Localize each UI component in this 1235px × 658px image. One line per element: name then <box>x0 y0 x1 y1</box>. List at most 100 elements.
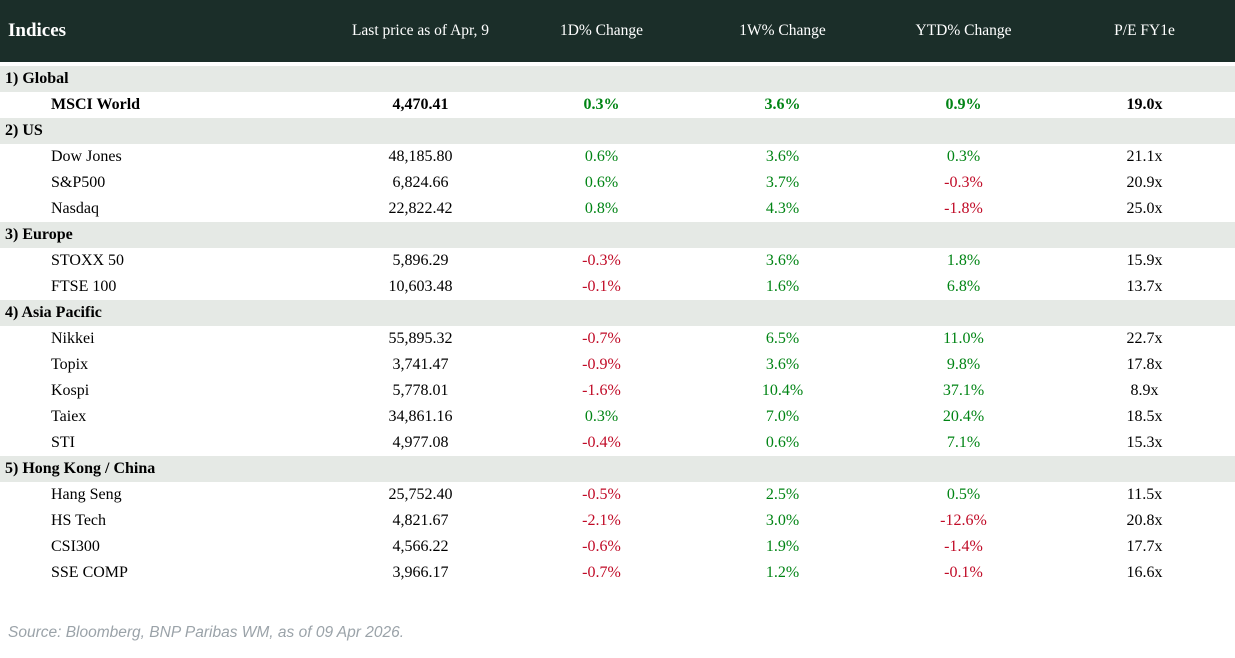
1d-change: 0.6% <box>584 148 619 165</box>
ytd-change: -1.4% <box>944 538 983 555</box>
last-price: 4,821.67 <box>392 512 449 529</box>
index-name: Taiex <box>51 408 87 425</box>
ytd-change: 6.8% <box>946 278 981 295</box>
column-header-pe: P/E FY1e <box>1114 22 1175 39</box>
pe-ratio: 15.3x <box>1126 434 1163 451</box>
pe-ratio: 25.0x <box>1126 200 1163 217</box>
last-price: 4,566.22 <box>392 538 449 555</box>
index-name: Topix <box>51 356 89 373</box>
1d-change: 0.6% <box>584 174 619 191</box>
1d-change: -0.5% <box>582 486 621 503</box>
section-header-hong-kong-china: 5) Hong Kong / China <box>0 456 1235 482</box>
table-header: Indices Last price as of Apr, 9 1D% Chan… <box>0 0 1235 62</box>
pe-ratio: 22.7x <box>1126 330 1163 347</box>
table-row: FTSE 100 10,603.48 -0.1% 1.6% 6.8% 13.7x <box>0 274 1235 300</box>
last-price: 10,603.48 <box>388 278 453 295</box>
1w-change: 1.2% <box>765 564 800 581</box>
table-row: STI 4,977.08 -0.4% 0.6% 7.1% 15.3x <box>0 430 1235 456</box>
pe-ratio: 17.7x <box>1126 538 1163 555</box>
index-name: Hang Seng <box>51 486 122 503</box>
pe-ratio: 18.5x <box>1126 408 1163 425</box>
pe-ratio: 15.9x <box>1126 252 1163 269</box>
index-name: S&P500 <box>51 174 106 191</box>
index-name: SSE COMP <box>51 564 128 581</box>
1w-change: 1.9% <box>765 538 800 555</box>
index-name: Kospi <box>51 382 90 399</box>
index-name: FTSE 100 <box>51 278 117 295</box>
pe-ratio: 21.1x <box>1126 148 1163 165</box>
table-title: Indices <box>8 20 67 41</box>
ytd-change: 0.5% <box>946 486 981 503</box>
ytd-change: -1.8% <box>944 200 983 217</box>
last-price: 5,896.29 <box>392 252 449 269</box>
column-header-ytd-change: YTD% Change <box>915 22 1012 39</box>
1d-change: -0.4% <box>582 434 621 451</box>
ytd-change: 7.1% <box>946 434 981 451</box>
index-name: MSCI World <box>51 96 141 113</box>
1w-change: 3.0% <box>765 512 800 529</box>
section-header-europe: 3) Europe <box>0 222 1235 248</box>
index-name: Nasdaq <box>51 200 99 217</box>
1w-change: 7.0% <box>765 408 800 425</box>
table-row: Hang Seng 25,752.40 -0.5% 2.5% 0.5% 11.5… <box>0 482 1235 508</box>
table-row: Topix 3,741.47 -0.9% 3.6% 9.8% 17.8x <box>0 352 1235 378</box>
last-price: 34,861.16 <box>388 408 453 425</box>
1d-change: -0.7% <box>582 330 621 347</box>
table-row: S&P500 6,824.66 0.6% 3.7% -0.3% 20.9x <box>0 170 1235 196</box>
index-name: Dow Jones <box>51 148 122 165</box>
1w-change: 3.6% <box>764 96 801 113</box>
1w-change: 3.7% <box>765 174 800 191</box>
pe-ratio: 20.8x <box>1126 512 1163 529</box>
table-row: Taiex 34,861.16 0.3% 7.0% 20.4% 18.5x <box>0 404 1235 430</box>
1d-change: -0.1% <box>582 278 621 295</box>
index-name: HS Tech <box>51 512 107 529</box>
table-row: Dow Jones 48,185.80 0.6% 3.6% 0.3% 21.1x <box>0 144 1235 170</box>
1d-change: -2.1% <box>582 512 621 529</box>
ytd-change: 0.9% <box>945 96 982 113</box>
source-attribution: Source: Bloomberg, BNP Paribas WM, as of… <box>8 624 405 641</box>
last-price: 4,470.41 <box>392 96 449 113</box>
pe-ratio: 8.9x <box>1130 382 1159 399</box>
ytd-change: 1.8% <box>946 252 981 269</box>
last-price: 25,752.40 <box>388 486 453 503</box>
table-row: MSCI World 4,470.41 0.3% 3.6% 0.9% 19.0x <box>0 92 1235 118</box>
last-price: 5,778.01 <box>392 382 449 399</box>
pe-ratio: 19.0x <box>1126 96 1163 113</box>
section-header-us: 2) US <box>0 118 1235 144</box>
pe-ratio: 11.5x <box>1126 486 1163 503</box>
ytd-change: 37.1% <box>942 382 985 399</box>
1d-change: 0.3% <box>583 96 620 113</box>
1d-change: -0.6% <box>582 538 621 555</box>
index-name: Nikkei <box>51 330 95 347</box>
ytd-change: 9.8% <box>946 356 981 373</box>
column-header-1d-change: 1D% Change <box>559 22 644 39</box>
column-header-1w-change: 1W% Change <box>739 22 826 39</box>
1w-change: 6.5% <box>765 330 800 347</box>
1d-change: 0.8% <box>584 200 619 217</box>
pe-ratio: 13.7x <box>1126 278 1163 295</box>
1d-change: -0.3% <box>582 252 621 269</box>
1w-change: 3.6% <box>765 252 800 269</box>
1w-change: 4.3% <box>765 200 800 217</box>
index-name: STI <box>51 434 75 451</box>
pe-ratio: 20.9x <box>1126 174 1163 191</box>
section-header-global: 1) Global <box>0 66 1235 92</box>
table-row: Nikkei 55,895.32 -0.7% 6.5% 11.0% 22.7x <box>0 326 1235 352</box>
1d-change: 0.3% <box>584 408 619 425</box>
last-price: 48,185.80 <box>388 148 453 165</box>
1w-change: 1.6% <box>765 278 800 295</box>
ytd-change: 20.4% <box>942 408 985 425</box>
last-price: 6,824.66 <box>392 174 449 191</box>
1w-change: 3.6% <box>765 356 800 373</box>
ytd-change: -0.3% <box>944 174 983 191</box>
section-header-asia-pacific: 4) Asia Pacific <box>0 300 1235 326</box>
table-row: HS Tech 4,821.67 -2.1% 3.0% -12.6% 20.8x <box>0 508 1235 534</box>
table-row: STOXX 50 5,896.29 -0.3% 3.6% 1.8% 15.9x <box>0 248 1235 274</box>
index-name: CSI300 <box>51 538 100 555</box>
1w-change: 3.6% <box>765 148 800 165</box>
ytd-change: 0.3% <box>946 148 981 165</box>
column-header-last-price: Last price as of Apr, 9 <box>351 22 490 39</box>
ytd-change: 11.0% <box>943 330 984 347</box>
table-row: Kospi 5,778.01 -1.6% 10.4% 37.1% 8.9x <box>0 378 1235 404</box>
ytd-change: -0.1% <box>944 564 983 581</box>
